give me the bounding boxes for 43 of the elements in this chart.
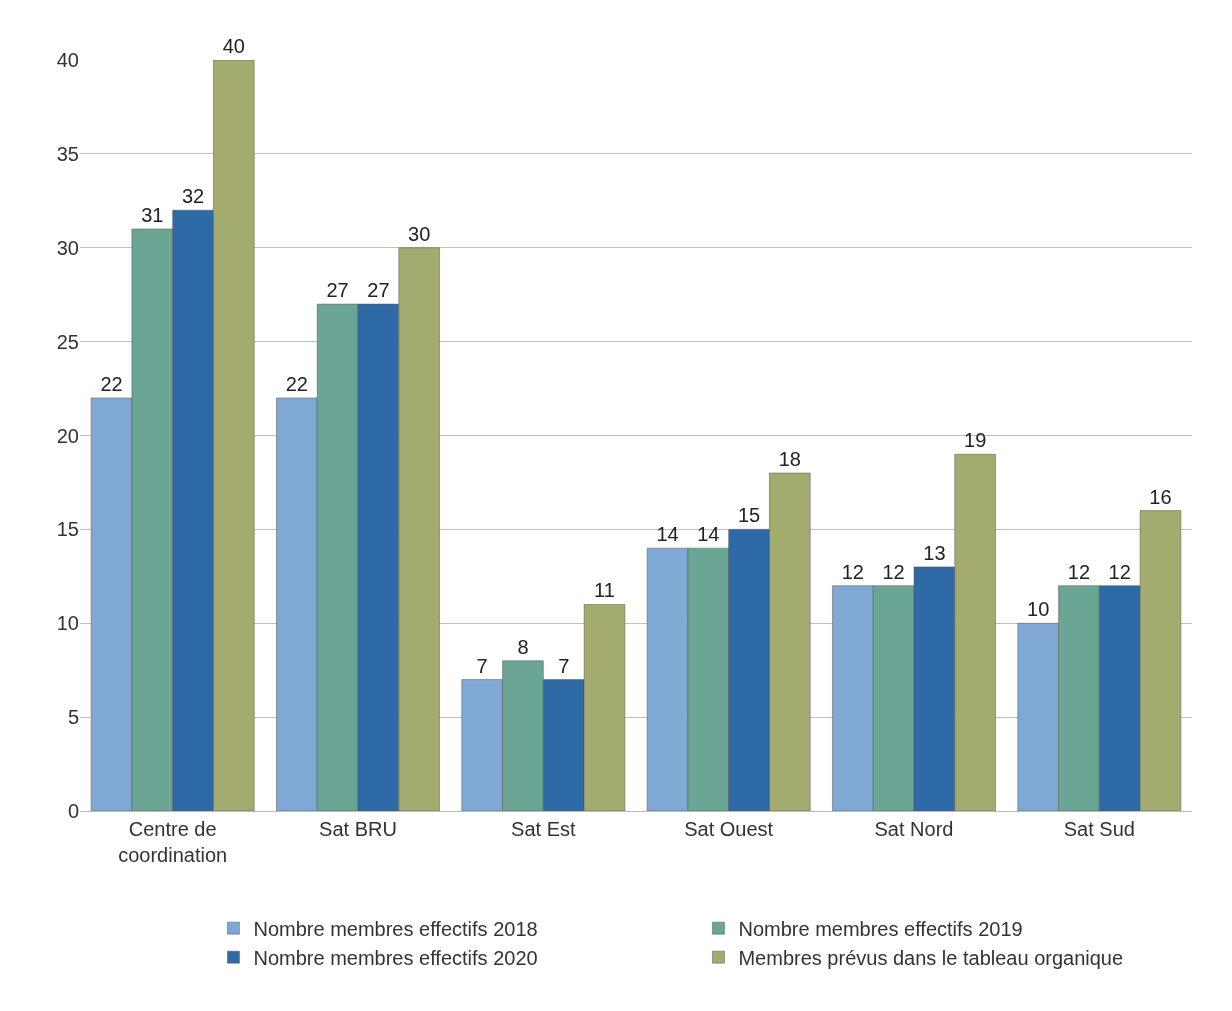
data-label: 19 [964, 429, 987, 452]
y-tick-label: 40 [56, 49, 79, 71]
y-tick-label: 15 [56, 518, 79, 541]
data-label: 8 [517, 635, 529, 658]
x-tick-label: Sat Ouest [684, 818, 774, 840]
data-label: 7 [476, 654, 488, 677]
data-label: 18 [778, 448, 801, 471]
x-tick-label: Sat Est [511, 818, 576, 840]
data-label: 14 [697, 523, 720, 546]
legend-label: Membres prévus dans le tableau organique [738, 946, 1124, 969]
x-tick-label: Sat BRU [319, 818, 397, 840]
data-label: 27 [326, 279, 349, 302]
y-tick-label: 10 [56, 612, 79, 635]
legend-label: Nombre membres effectifs 2020 [253, 946, 538, 969]
x-tick-label: Sat Nord [874, 818, 954, 840]
y-tick-label: 35 [56, 142, 79, 165]
data-label: 12 [1108, 560, 1131, 583]
legend-label: Nombre membres effectifs 2019 [738, 917, 1023, 940]
legend-label: Nombre membres effectifs 2018 [253, 917, 538, 940]
x-tick-label: Sat Sud [1063, 818, 1135, 840]
y-tick-label: 5 [67, 706, 79, 729]
y-tick-label: 25 [56, 330, 79, 353]
data-label: 16 [1149, 485, 1172, 508]
y-tick-label: 30 [56, 236, 79, 259]
y-tick-label: 20 [56, 424, 79, 447]
data-label: 31 [141, 203, 164, 226]
data-label: 32 [181, 185, 205, 208]
data-label: 22 [100, 372, 123, 395]
data-label: 40 [222, 35, 245, 57]
data-label: 13 [923, 541, 946, 564]
data-label: 12 [882, 560, 905, 583]
data-label: 10 [1027, 598, 1050, 621]
data-label: 12 [1067, 560, 1091, 583]
data-label: 14 [656, 523, 679, 546]
data-label: 15 [737, 504, 761, 527]
data-label: 30 [408, 222, 431, 245]
data-label: 12 [841, 560, 864, 583]
data-label: 27 [367, 279, 390, 302]
x-tick-label: Centre de coordination [118, 818, 228, 866]
y-tick-label: 0 [67, 800, 79, 822]
data-label: 11 [594, 579, 615, 602]
data-label: 7 [558, 654, 570, 677]
data-label: 22 [285, 372, 308, 395]
